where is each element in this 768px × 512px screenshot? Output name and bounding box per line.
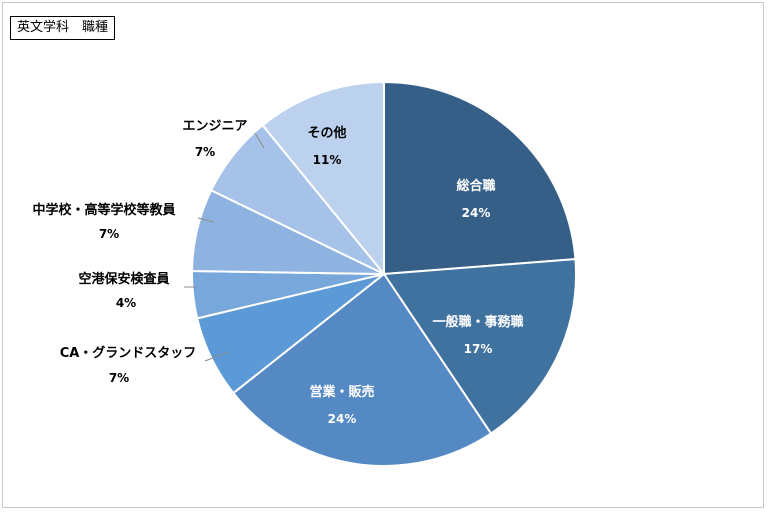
slice-label-1: 総合職 [456, 178, 495, 194]
slice-percent-6: 7% [99, 227, 119, 241]
pie-slice-1 [383, 80, 577, 276]
slice-label-7: エンジニア [182, 119, 247, 134]
slice-label-4: CA・グランドスタッフ [60, 345, 197, 361]
slice-label-8: その他 [307, 125, 346, 141]
slice-percent-5: 4% [116, 296, 136, 310]
pie-slice-3 [231, 272, 493, 467]
slice-label-2: 一般職・事務職 [432, 314, 523, 330]
pie-slice-8 [261, 80, 385, 277]
slice-label-3: 営業・販売 [309, 384, 374, 400]
slice-percent-1: 24% [462, 206, 491, 220]
slice-label-6: 中学校・高等学校等教員 [32, 202, 175, 218]
chart-title: 英文学科 職種 [10, 16, 116, 40]
slice-percent-7: 7% [195, 145, 215, 159]
slice-label-5: 空港保安検査員 [78, 271, 169, 287]
slice-percent-2: 17% [464, 342, 493, 356]
leader-line-4 [204, 351, 229, 362]
leader-line-6 [197, 217, 215, 223]
slice-percent-4: 7% [109, 371, 129, 385]
slice-percent-8: 11% [313, 153, 342, 167]
slice-percent-3: 24% [328, 412, 357, 426]
leader-line-7 [254, 132, 265, 149]
pie-slice-2 [382, 258, 577, 435]
